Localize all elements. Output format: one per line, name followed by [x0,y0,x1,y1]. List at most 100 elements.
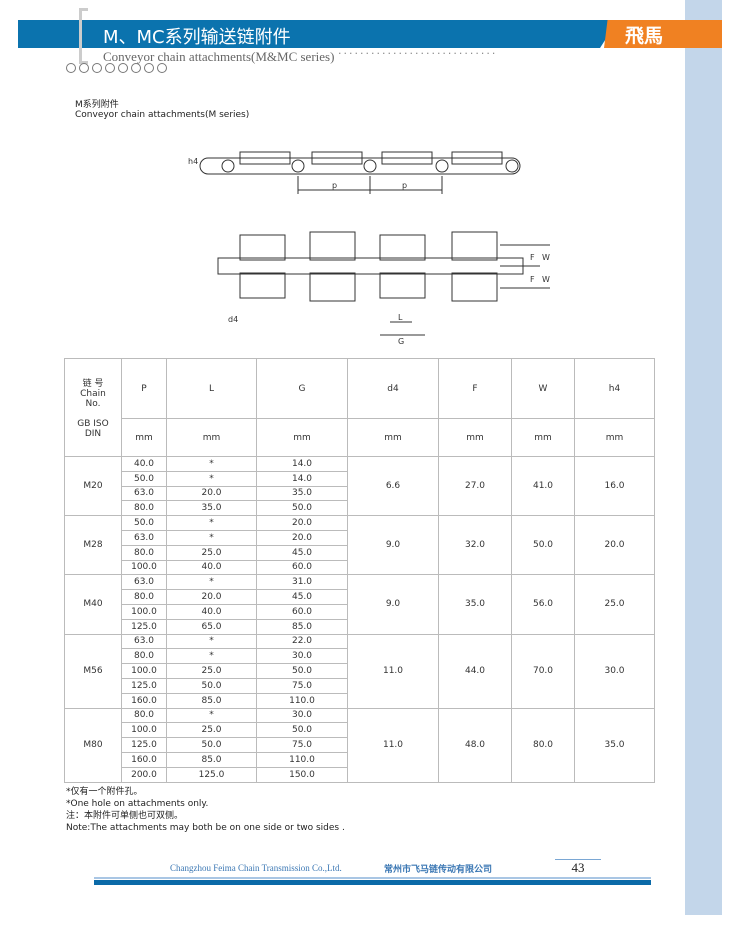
table-row: 80.0 25.0 45.0 [65,544,655,561]
l-cell: 25.0 [166,722,257,739]
section-title-en: Conveyor chain attachments(M series) [75,110,250,120]
l-cell: * [166,574,257,591]
table-row: M80 80.0 * 30.0 11.0 48.0 80.0 35.0 [64,707,655,783]
p-cell: 160.0 [121,751,167,768]
g-cell: 20.0 [256,515,348,531]
l-cell: * [166,515,257,531]
p-cell: 125.0 [121,618,167,635]
table-row: 80.0 * 30.0 [65,648,655,665]
chain-no-cell: M40 [64,574,122,635]
l-cell: 40.0 [166,603,257,620]
p-cell: 80.0 [121,500,167,517]
unit: mm [347,418,439,457]
brand-logo: 飛馬 [625,25,664,47]
table-row: 100.0 25.0 50.0 [65,663,655,679]
unit: mm [256,418,348,457]
l-cell: 85.0 [166,751,257,768]
chain-no-header: 链 号 Chain No. GB ISO DIN [64,358,122,457]
l-cell: 40.0 [166,559,257,576]
l-cell: * [166,456,257,472]
label-w2: W [542,275,550,284]
note: Note:The attachments may both be on one … [66,823,345,833]
label-d4: d4 [228,315,238,324]
chain-no-cell: M56 [64,633,122,709]
table-row: M56 63.0 * 22.0 11.0 44.0 70.0 30.0 [64,633,655,709]
g-cell: 14.0 [256,470,348,487]
p-cell: 40.0 [121,456,167,472]
chain-attachment-drawing: p p h4 F F W W L G d4 [188,151,550,345]
col-header: G [256,358,348,419]
label-l: L [398,313,403,322]
side-bar [685,0,722,915]
section-title-cn: M系列附件 [75,100,119,110]
g-cell: 30.0 [256,648,348,665]
label-f1: F [530,253,535,262]
h4-cell: 35.0 [574,707,655,783]
w-cell: 50.0 [511,515,575,576]
g-cell: 31.0 [256,574,348,591]
l-cell: 35.0 [166,500,257,517]
col-header: W [511,358,575,419]
f-cell: 48.0 [438,707,512,783]
p-cell: 50.0 [121,470,167,487]
p-cell: 125.0 [121,737,167,753]
label-g: G [398,337,404,345]
l-cell: 20.0 [166,589,257,605]
table-row: 160.0 85.0 110.0 [65,692,655,709]
l-cell: * [166,648,257,665]
l-cell: 25.0 [166,544,257,561]
label-p1: p [332,181,337,190]
g-cell: 14.0 [256,456,348,472]
h4-cell: 16.0 [574,455,655,517]
l-cell: 125.0 [166,766,257,783]
table-row: 50.0 * 14.0 [65,470,655,487]
col-header: d4 [347,358,439,419]
g-cell: 50.0 [256,722,348,739]
page-title: M、MC系列输送链附件 [103,27,291,48]
table-row: 200.0 125.0 150.0 [65,766,655,783]
table-row: M20 40.0 * 14.0 6.6 27.0 41.0 16.0 [64,455,655,517]
unit: mm [121,418,167,457]
table-row: 100.0 40.0 60.0 [65,559,655,576]
note: 注：本附件可单侧也可双侧。 [66,811,184,821]
side-view: p p h4 [188,151,521,194]
d4-cell: 11.0 [347,633,439,709]
l-cell: 50.0 [166,737,257,753]
table-row: M28 50.0 * 20.0 9.0 32.0 50.0 20.0 [64,515,655,576]
l-cell: * [166,633,257,650]
col-header: h4 [574,358,655,419]
p-cell: 63.0 [121,633,167,650]
f-cell: 27.0 [438,455,512,517]
f-cell: 32.0 [438,515,512,576]
bracket-decoration [79,8,88,64]
table-row: 100.0 40.0 60.0 [65,603,655,620]
l-cell: * [166,529,257,546]
note: *仅有一个附件孔。 [66,787,143,797]
g-cell: 110.0 [256,692,348,709]
p-cell: 125.0 [121,677,167,694]
d4-cell: 11.0 [347,707,439,783]
g-cell: 22.0 [256,633,348,650]
f-cell: 44.0 [438,633,512,709]
g-cell: 75.0 [256,737,348,753]
p-cell: 100.0 [121,603,167,620]
g-cell: 45.0 [256,544,348,561]
g-cell: 110.0 [256,751,348,768]
p-cell: 80.0 [121,707,167,724]
circle-decoration [66,63,167,73]
label-h4: h4 [188,157,198,166]
w-cell: 41.0 [511,455,575,517]
g-cell: 150.0 [256,766,348,783]
table-row: 100.0 25.0 50.0 [65,722,655,739]
p-cell: 100.0 [121,722,167,739]
footer-line [94,877,651,879]
footer-company-en: Changzhou Feima Chain Transmission Co.,L… [170,863,342,873]
p-cell: 80.0 [121,648,167,665]
unit: mm [574,418,655,457]
p-cell: 200.0 [121,766,167,783]
w-cell: 56.0 [511,574,575,635]
table-row: 125.0 65.0 85.0 [65,618,655,635]
table-row: M40 63.0 * 31.0 9.0 35.0 56.0 25.0 [64,574,655,635]
